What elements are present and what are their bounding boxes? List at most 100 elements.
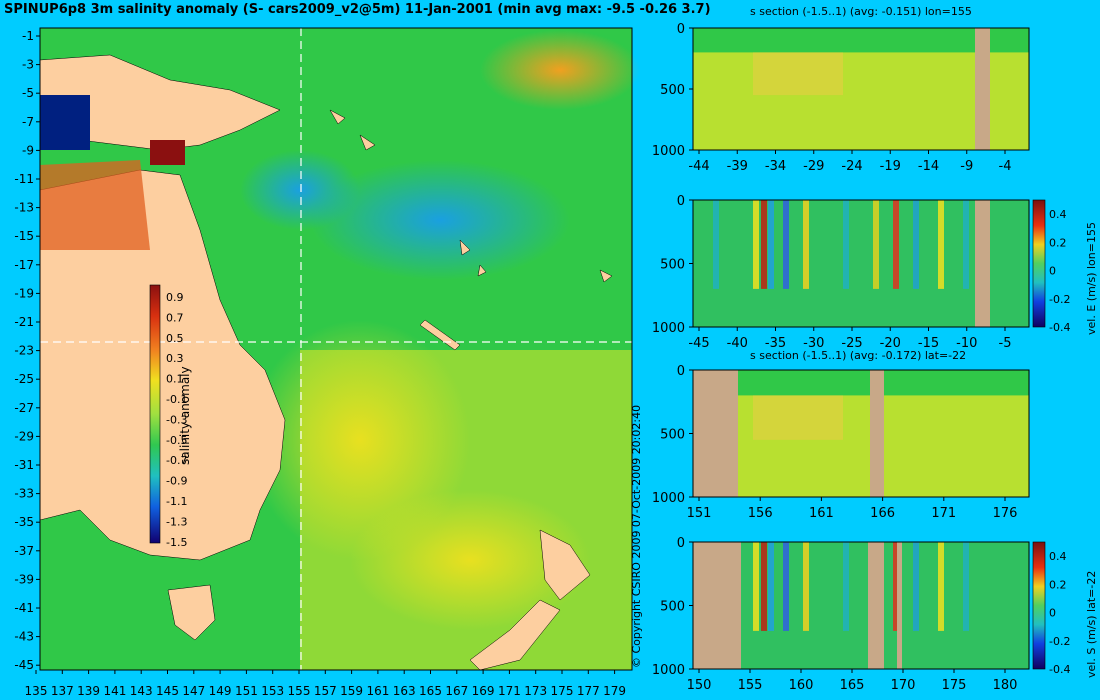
map-y-tick-label: -3: [22, 58, 34, 72]
map-x-tick-label: 141: [103, 684, 126, 698]
section-x-tick-label: 180: [993, 678, 1018, 693]
section-land: [975, 200, 990, 327]
gulf-carpentaria-anomaly: [40, 160, 150, 250]
velocity-band: [873, 200, 879, 289]
map-y-tick-label: -37: [14, 544, 34, 558]
section-y-tick-label: 500: [660, 258, 685, 273]
map-x-tick-label: 149: [209, 684, 232, 698]
map-y-tick-label: -35: [14, 515, 34, 529]
map-y-tick-label: -19: [14, 286, 34, 300]
section-y-tick-label: 0: [677, 364, 685, 379]
map-y-tick-label: -17: [14, 258, 34, 272]
map-panel: [39, 27, 640, 671]
map-x-ticks: 135 137 139 141 143 145 147 149 151 153 155 157 159 1…: [25, 670, 626, 698]
section-colorbar: [1032, 199, 1046, 328]
map-x-tick-label: 157: [314, 684, 337, 698]
section-panel-2: 0 500 1000-45 -40 -35 -30 -25 -20 -15 -10 -5 0.4 0.2…: [652, 194, 1071, 351]
map-y-tick-label: -43: [14, 630, 34, 644]
map-y-tick-label: -25: [14, 372, 34, 386]
section-background: [693, 542, 1029, 669]
map-colorbar-tick-label: 0.5: [166, 332, 184, 345]
section-x-tick-label: -39: [727, 159, 748, 174]
section-y-tick-label: 1000: [652, 491, 685, 506]
map-x-tick-label: 177: [577, 684, 600, 698]
map-colorbar-tick-label: 0.3: [166, 352, 184, 365]
section-panel-1: 0 500 1000-44 -39 -34 -29 -24 -19 -14 -9 -4: [652, 22, 1030, 174]
section-colorbar-tick-label: -0.2: [1049, 293, 1070, 306]
velocity-band: [768, 542, 774, 631]
velocity-band: [913, 200, 919, 289]
map-y-tick-label: -29: [14, 429, 34, 443]
section-x-tick-label: 176: [993, 506, 1018, 521]
section-x-tick-label: 165: [840, 678, 865, 693]
map-x-tick-label: 173: [524, 684, 547, 698]
section-x-tick-label: 150: [687, 678, 712, 693]
map-colorbar-label: salinity anomaly: [178, 366, 192, 465]
map-colorbar-tick-label: -1.3: [166, 515, 187, 528]
section-x-tick-label: -24: [841, 159, 862, 174]
section-x-tick-label: -29: [803, 159, 824, 174]
map-colorbar-tick-label: -1.5: [166, 536, 187, 549]
velocity-band: [893, 542, 899, 631]
section-x-tick-label: 170: [891, 678, 916, 693]
map-y-tick-label: -11: [14, 172, 34, 186]
velocity-band: [963, 542, 969, 631]
pacific-islands-land: [329, 109, 613, 283]
section-x-tick-label: -4: [999, 159, 1012, 174]
section-y-tick-label: 0: [677, 22, 685, 37]
velocity-band: [768, 200, 774, 289]
velocity-band: [761, 542, 767, 631]
velocity-band: [913, 542, 919, 631]
map-colorbar-tick-label: -0.3: [166, 413, 187, 426]
map-colorbar-tick-label: -0.1: [166, 393, 187, 406]
map-x-tick-label: 165: [419, 684, 442, 698]
section-y-tick-label: 1000: [652, 321, 685, 336]
section-land: [870, 370, 884, 497]
velocity-band: [803, 542, 809, 631]
map-colorbar-tick-label: -0.5: [166, 434, 187, 447]
section-x-tick-label: -40: [727, 336, 748, 351]
section-y-tick-label: 500: [660, 83, 685, 98]
map-colorbar-tick-label: -0.9: [166, 475, 187, 488]
map-y-tick-label: -45: [14, 658, 34, 672]
map-y-tick-label: -31: [14, 458, 34, 472]
map-x-tick-label: 175: [551, 684, 574, 698]
map-colorbar-tick-label: 0.7: [166, 311, 184, 324]
section-colorbar-tick-label: 0.2: [1049, 236, 1067, 249]
tasmania-land: [167, 584, 216, 641]
section-y-tick-label: 1000: [652, 663, 685, 678]
map-x-tick-label: 167: [445, 684, 468, 698]
section-land: [975, 28, 990, 150]
map-title: SPINUP6p8 3m salinity anomaly (S- cars20…: [4, 2, 711, 17]
section-land: [693, 542, 741, 669]
new-guinea-south-low-salinity: [40, 95, 90, 150]
map-y-tick-label: -27: [14, 401, 34, 415]
south-positive-anomaly: [350, 490, 590, 630]
map-frame: [39, 27, 633, 671]
map-x-tick-label: 155: [288, 684, 311, 698]
section-x-tick-label: 175: [942, 678, 967, 693]
subsurface-anomaly: [753, 52, 843, 96]
map-x-tick-label: 137: [51, 684, 74, 698]
map-x-tick-label: 163: [393, 684, 416, 698]
section-x-tick-label: 151: [687, 506, 712, 521]
section-x-tick-label: 166: [870, 506, 895, 521]
map-y-tick-label: -13: [14, 201, 34, 215]
surface-layer: [693, 28, 1029, 53]
copyright-text: © Copyright CSIRO 2009 07-Oct-2009 20:02…: [630, 404, 643, 668]
map-x-tick-label: 151: [235, 684, 258, 698]
section-colorbar-tick-label: -0.2: [1049, 635, 1070, 648]
section-x-tick-label: -34: [765, 159, 786, 174]
velocity-band: [843, 200, 849, 289]
section-colorbar-tick-label: 0: [1049, 265, 1056, 278]
section-colorbar-tick-label: 0.4: [1049, 550, 1067, 563]
section-y-tick-label: 500: [660, 428, 685, 443]
map-x-tick-label: 153: [261, 684, 284, 698]
section-x-tick-label: -30: [803, 336, 824, 351]
new-zealand-north-island: [539, 529, 591, 601]
section-colorbar-tick-label: 0.2: [1049, 578, 1067, 591]
map-y-tick-label: -9: [22, 143, 34, 157]
